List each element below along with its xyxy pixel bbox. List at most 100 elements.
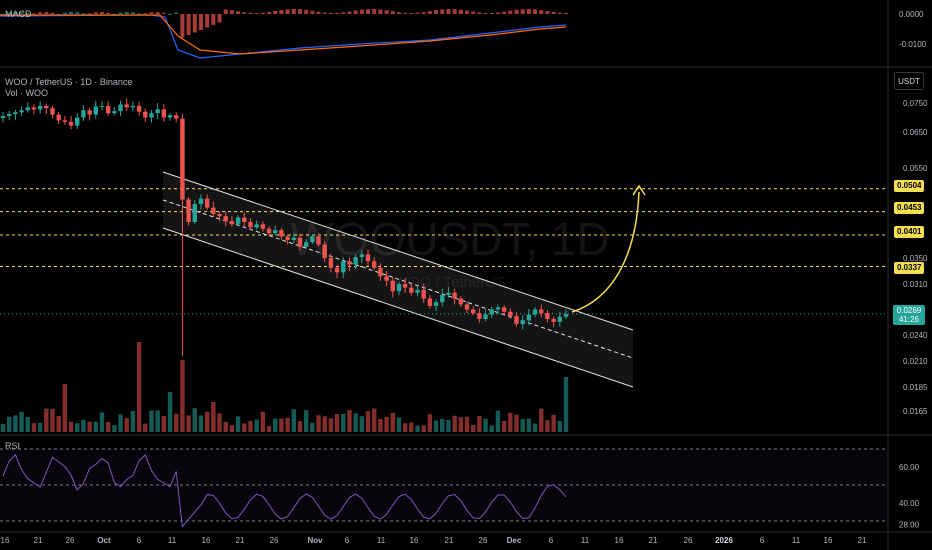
volume-bar [130,410,136,432]
macd-label: MACD [5,9,32,19]
candle-body [285,236,290,240]
volume-bar [427,414,433,432]
time-axis-label: 6 [760,536,765,545]
candle-body [44,105,49,109]
candle-body [514,316,519,325]
volume-bars [0,342,569,432]
candle-body [433,302,439,306]
symbol-title[interactable]: WOO / TetherUS · 1D · Binance [5,77,133,87]
volume-bar [322,416,327,432]
macd-histogram-bar [205,14,210,28]
candle-body [19,110,24,113]
volume-bar [285,417,290,432]
arrow-curve [571,191,640,313]
candle-body [260,224,266,229]
candle-body [279,230,284,237]
candle-body [229,221,235,225]
signal-line [0,14,567,55]
candle-body [347,261,352,265]
candle-body [124,104,129,108]
macd-histogram-bar [427,11,432,14]
rsi-tick-label: 40.00 [899,499,920,508]
volume-bar [118,414,123,432]
macd-histogram-bar [328,12,333,14]
volume-bar [520,419,525,432]
level-tag: 0.0504 [894,180,925,192]
volume-bar [155,410,160,432]
macd-histogram-bar [223,9,228,14]
macd-histogram-bar [285,9,290,14]
volume-bar [421,425,426,432]
volume-bar [6,416,12,432]
macd-histogram-bar [38,12,43,14]
candle-body [25,107,30,111]
volume-bar [93,421,99,432]
candle-body [143,111,148,118]
macd-histogram-bar [217,14,222,23]
macd-tick-label: 0.0000 [899,10,924,19]
volume-bar [532,423,538,432]
time-axis-label: 26 [270,536,279,545]
currency-unit-button[interactable]: USDT [894,72,924,90]
candle-body [291,237,296,240]
volume-bar [223,421,228,432]
candle-body [75,117,80,126]
volume-bar [143,423,148,432]
time-axis-label: 6 [345,536,350,545]
macd-histogram-bar [353,10,358,14]
time-axis-label: 26 [66,536,75,545]
candle-body [415,289,420,293]
volume-bar [211,402,216,432]
volume-bar [495,410,501,432]
macd-histogram-bar [81,13,86,15]
macd-histogram-bar [69,12,74,14]
candle-body [384,276,389,281]
macd-histogram-bar [75,12,80,14]
macd-histogram-bar [143,13,148,15]
candle-body [217,213,222,217]
time-axis-label: 26 [684,536,693,545]
macd-histogram-bar [174,12,179,14]
macd-histogram-bar [396,12,401,14]
macd-histogram-bar [409,12,414,14]
bar-countdown: 41:26 [898,315,920,324]
volume-bar [297,421,303,432]
candle-body [81,110,86,118]
rsi-line [2,453,567,528]
time-axis-label: 6 [549,536,554,545]
volume-bar [124,418,129,432]
projection-arrow [571,184,646,313]
macd-histogram-bar [254,12,259,14]
time-axis-label: 11 [377,536,386,545]
macd-histogram-bar [273,10,278,14]
candle-body [322,244,327,258]
candle-body [446,292,451,295]
candle-body [167,115,173,118]
candle-body [365,254,371,262]
time-axis-label: 16 [410,536,419,545]
volume-bar [372,408,377,432]
macd-histogram-bar [180,14,185,38]
volume-bar [316,415,321,432]
candle-body [532,309,538,315]
volume-bar [180,360,185,432]
macd-histogram-bar [248,12,253,14]
macd-histogram-bar [106,12,111,14]
candle-body [31,107,37,110]
time-axis-label: Oct [97,536,111,545]
macd-histogram-bar [279,10,284,14]
macd-histogram-bar [440,9,445,14]
volume-bar [514,414,519,432]
macd-histogram-bar [347,11,352,14]
price-tick-label: 0.0550 [903,164,928,173]
macd-histogram-bar [446,9,451,14]
volume-bar [415,425,420,432]
macd-histogram-bar [7,12,12,14]
volume-bar [402,423,408,432]
macd-histogram-bar [514,9,519,14]
volume-bar [359,416,365,432]
macd-histogram-bar [19,12,24,14]
time-axis-label: 21 [445,536,454,545]
volume-bar [192,408,197,432]
